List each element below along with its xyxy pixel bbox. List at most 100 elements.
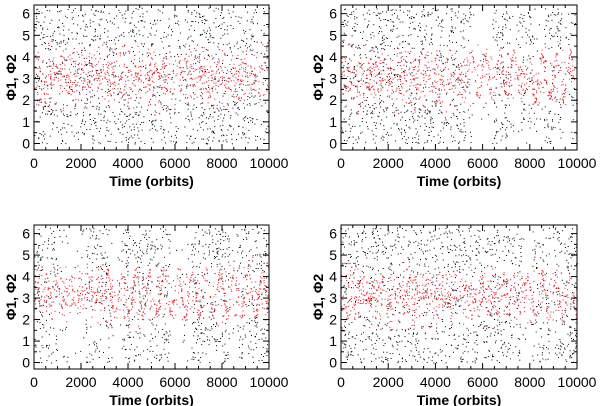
scatter-point <box>350 60 352 62</box>
scatter-point <box>62 140 64 142</box>
scatter-point <box>113 74 114 76</box>
series-black-points <box>341 8 578 144</box>
scatter-point <box>510 76 512 78</box>
scatter-point <box>83 80 85 82</box>
scatter-point <box>110 323 111 325</box>
scatter-point <box>457 17 459 19</box>
scatter-point <box>101 269 103 270</box>
scatter-point <box>39 76 41 78</box>
scatter-point <box>208 136 210 138</box>
scatter-point <box>351 98 353 100</box>
scatter-point <box>194 47 196 49</box>
scatter-point <box>372 49 374 51</box>
scatter-point <box>78 68 80 70</box>
scatter-point <box>394 111 396 113</box>
scatter-point <box>144 302 146 304</box>
scatter-point <box>106 70 108 72</box>
scatter-point <box>369 83 371 85</box>
scatter-point <box>108 264 110 266</box>
scatter-point <box>545 8 547 10</box>
scatter-point <box>341 57 343 59</box>
scatter-point <box>449 49 451 51</box>
scatter-point <box>459 79 461 81</box>
scatter-point <box>148 88 150 90</box>
scatter-point <box>486 59 488 61</box>
scatter-point <box>540 81 542 83</box>
scatter-point <box>98 107 100 109</box>
scatter-point <box>442 75 444 77</box>
scatter-point <box>127 325 129 327</box>
scatter-point <box>75 85 77 87</box>
scatter-point <box>94 65 96 67</box>
scatter-point <box>527 12 529 13</box>
scatter-point <box>112 51 114 53</box>
scatter-point <box>416 83 418 85</box>
scatter-point <box>194 357 196 359</box>
scatter-point <box>92 105 94 107</box>
scatter-point <box>510 94 512 96</box>
scatter-point <box>214 78 216 80</box>
scatter-point <box>535 102 537 104</box>
scatter-point <box>161 87 163 89</box>
scatter-point <box>538 102 540 104</box>
scatter-point <box>206 336 208 338</box>
scatter-point <box>256 12 257 13</box>
scatter-point <box>224 80 226 82</box>
scatter-point <box>155 112 157 113</box>
scatter-point <box>442 127 444 129</box>
scatter-point <box>155 23 157 25</box>
scatter-point <box>262 82 264 84</box>
scatter-point <box>198 266 200 268</box>
scatter-point <box>237 71 239 72</box>
scatter-point <box>104 293 106 295</box>
scatter-point <box>207 71 209 73</box>
scatter-point <box>450 73 452 75</box>
scatter-point <box>36 85 38 87</box>
scatter-point <box>241 137 243 139</box>
scatter-point <box>130 135 132 137</box>
scatter-point <box>97 86 99 88</box>
scatter-point <box>42 59 44 61</box>
scatter-point <box>442 19 444 21</box>
scatter-point <box>408 88 410 90</box>
scatter-point <box>238 98 239 100</box>
scatter-point <box>163 105 165 107</box>
scatter-point <box>141 280 143 282</box>
scatter-point <box>201 70 203 72</box>
scatter-point <box>248 305 250 306</box>
scatter-point <box>440 36 442 38</box>
scatter-point <box>246 322 248 324</box>
scatter-point <box>380 70 382 72</box>
scatter-point <box>206 143 208 145</box>
scatter-point <box>424 36 425 38</box>
scatter-point <box>405 60 407 62</box>
scatter-point <box>159 95 161 96</box>
scatter-point <box>435 104 437 106</box>
scatter-point <box>149 262 151 264</box>
scatter-point <box>453 74 455 76</box>
scatter-point <box>435 73 437 75</box>
scatter-point <box>220 249 222 251</box>
scatter-point <box>37 291 39 293</box>
scatter-point <box>439 44 441 46</box>
scatter-point <box>126 67 128 68</box>
scatter-point <box>364 100 366 102</box>
scatter-point <box>387 76 388 78</box>
scatter-point <box>501 62 503 64</box>
scatter-point <box>35 344 37 346</box>
scatter-point <box>396 87 398 89</box>
scatter-point <box>213 79 215 81</box>
scatter-point <box>125 18 127 19</box>
scatter-point <box>406 74 408 76</box>
scatter-point <box>90 230 92 232</box>
scatter-point <box>135 331 137 333</box>
scatter-point <box>352 142 354 144</box>
scatter-point <box>207 49 209 51</box>
scatter-point <box>49 111 50 112</box>
scatter-point <box>156 91 158 93</box>
scatter-point <box>190 35 192 37</box>
scatter-point <box>533 38 535 40</box>
scatter-point <box>182 71 184 72</box>
scatter-point <box>108 347 110 349</box>
scatter-point <box>138 66 140 68</box>
